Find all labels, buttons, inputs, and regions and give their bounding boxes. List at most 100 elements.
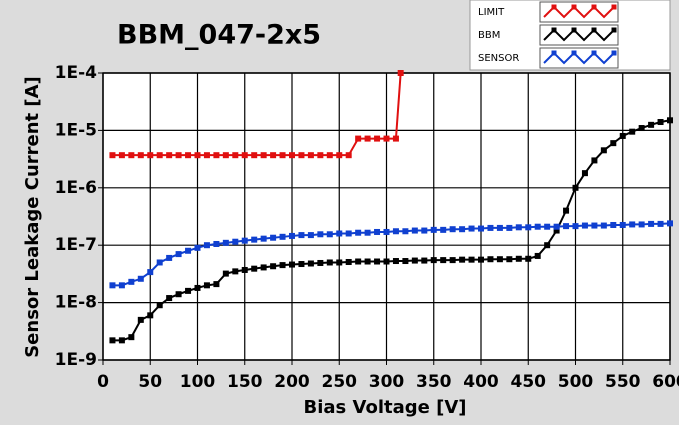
marker (222, 152, 229, 159)
marker (345, 258, 352, 265)
x-tick-label: 450 (511, 372, 547, 392)
marker (166, 254, 173, 261)
marker (478, 256, 484, 263)
chart-title: BBM_047-2x5 (117, 20, 321, 51)
legend-marker (551, 27, 557, 33)
marker (222, 270, 229, 277)
marker (421, 257, 428, 264)
marker (213, 152, 220, 159)
marker (194, 284, 201, 291)
marker (411, 227, 418, 234)
marker (147, 269, 154, 276)
marker (629, 128, 636, 135)
marker (487, 224, 494, 231)
marker (572, 184, 579, 191)
marker (194, 244, 201, 251)
marker (525, 255, 532, 262)
marker (317, 259, 324, 266)
marker (657, 220, 664, 227)
marker (402, 228, 409, 235)
x-tick-label: 550 (605, 372, 641, 392)
marker (289, 232, 295, 239)
marker (506, 256, 513, 263)
marker (317, 152, 324, 159)
marker (128, 334, 135, 341)
marker (525, 224, 532, 231)
marker (544, 242, 551, 249)
y-tick-label: 1E-8 (55, 293, 97, 313)
legend-label[interactable]: BBM (478, 30, 500, 41)
marker (553, 223, 560, 230)
marker (203, 282, 210, 289)
marker (402, 258, 409, 265)
marker (118, 152, 125, 159)
marker (137, 275, 144, 282)
x-tick-label: 100 (180, 372, 216, 392)
marker (336, 230, 343, 237)
marker (506, 224, 513, 231)
marker (279, 262, 286, 269)
marker (534, 223, 541, 230)
marker (563, 223, 570, 230)
marker (600, 147, 607, 154)
marker (147, 152, 154, 159)
marker (374, 258, 381, 265)
marker (109, 337, 116, 344)
marker (355, 258, 362, 265)
marker (487, 256, 494, 263)
y-tick-label: 1E-4 (55, 63, 97, 83)
legend-marker (611, 50, 617, 56)
marker (137, 316, 144, 323)
marker (364, 135, 371, 142)
x-tick-label: 150 (227, 372, 263, 392)
marker (289, 261, 295, 268)
marker (298, 152, 305, 159)
marker (572, 223, 579, 230)
marker (326, 259, 333, 266)
legend-label[interactable]: LIMIT (478, 7, 505, 18)
marker (648, 121, 655, 128)
marker (411, 257, 418, 264)
marker (648, 220, 655, 227)
marker (326, 231, 333, 238)
legend-marker (591, 27, 597, 33)
marker (260, 235, 267, 242)
marker (232, 152, 239, 159)
marker (279, 152, 286, 159)
marker (213, 240, 220, 247)
x-tick-label: 600 (652, 372, 679, 392)
marker (109, 282, 116, 289)
x-tick-label: 500 (558, 372, 594, 392)
marker (374, 228, 381, 235)
marker (166, 295, 173, 302)
marker (298, 261, 305, 268)
marker (638, 125, 645, 132)
marker (619, 132, 626, 139)
marker (496, 256, 503, 263)
marker (166, 152, 173, 159)
marker (591, 222, 598, 229)
marker (468, 256, 475, 263)
marker (534, 252, 541, 259)
legend-marker (591, 50, 597, 56)
marker (175, 152, 182, 159)
marker (667, 117, 673, 124)
marker (468, 225, 475, 232)
marker (241, 152, 248, 159)
marker (619, 221, 626, 228)
x-tick-label: 350 (416, 372, 452, 392)
legend-marker (571, 50, 577, 56)
marker (421, 227, 428, 234)
marker (374, 135, 381, 142)
marker (147, 312, 154, 319)
marker (563, 207, 570, 214)
y-tick-label: 1E-7 (55, 235, 97, 255)
marker (307, 232, 314, 239)
x-tick-label: 0 (97, 372, 109, 392)
legend-label[interactable]: SENSOR (478, 53, 519, 64)
marker (657, 119, 664, 126)
marker (440, 257, 447, 264)
marker (591, 157, 598, 164)
marker (185, 152, 192, 159)
marker (392, 258, 399, 265)
